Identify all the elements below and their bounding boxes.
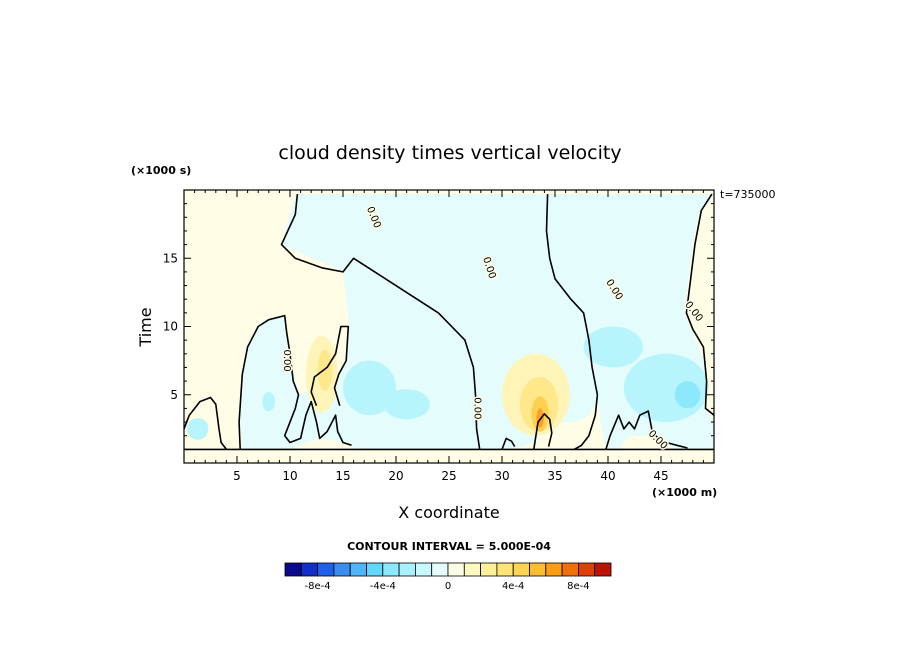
zero-contour-line: [533, 413, 553, 450]
chart-title: cloud density times vertical velocity: [278, 142, 621, 164]
colorbar-swatch: [578, 562, 596, 577]
colorbar-swatch: [398, 562, 416, 577]
colorbar-tick-label: -8e-4: [305, 581, 331, 592]
zero-contour-line: [545, 194, 599, 451]
positive-anomaly: [317, 349, 333, 391]
negative-anomaly: [343, 360, 396, 416]
colorbar-tick-label: 0: [445, 581, 451, 592]
colorbar-swatch: [414, 562, 433, 577]
y-axis-label: Time: [136, 307, 155, 347]
negative-anomaly: [674, 381, 701, 409]
colorbar-labels: -8e-4 -4e-4 0 4e-4 8e-4: [305, 581, 590, 592]
colorbar-swatch: [333, 562, 351, 577]
x-tick-label: 5: [233, 469, 241, 483]
x-tick-label: 15: [335, 469, 350, 483]
y-axis-units: (×1000 s): [131, 164, 191, 177]
colorbar-swatch: [463, 562, 481, 577]
timestamp-label: t=735000: [720, 188, 776, 201]
colorbar: [284, 562, 612, 577]
colorbar-swatch: [545, 562, 563, 577]
contour-label: 0.00: [281, 349, 292, 371]
colorbar-swatch: [431, 562, 449, 577]
x-tick-label: 25: [441, 469, 456, 483]
negative-anomaly: [187, 417, 209, 440]
contour-fill-layer: [184, 190, 714, 463]
y-tick-label: 10: [163, 320, 178, 334]
colorbar-swatch: [480, 562, 498, 577]
colorbar-swatch: [512, 562, 530, 577]
colorbar-swatch: [366, 562, 384, 577]
colorbar-swatch: [300, 562, 318, 577]
zero-contour-line: [280, 194, 481, 450]
zero-contour-line: [238, 314, 352, 450]
contour-interval-text: CONTOUR INTERVAL = 5.000E-04: [347, 540, 551, 553]
zero-contour-line: [184, 396, 228, 450]
zero-contour-layer: [184, 193, 714, 451]
negative-anomaly: [583, 326, 643, 368]
x-tick-label: 20: [388, 469, 403, 483]
colorbar-swatch: [317, 562, 335, 577]
colorbar-swatch: [594, 562, 612, 577]
colorbar-swatch: [349, 562, 367, 577]
x-tick-label: 10: [282, 469, 297, 483]
x-tick-label: 30: [494, 469, 509, 483]
zero-contour-line: [501, 437, 516, 450]
colorbar-swatch: [284, 562, 302, 577]
x-axis-units: (×1000 m): [652, 486, 717, 499]
colorbar-swatch: [529, 562, 547, 577]
colorbar-swatch: [496, 562, 514, 577]
x-axis-label: X coordinate: [398, 503, 499, 522]
colorbar-tick-label: 4e-4: [502, 581, 525, 592]
y-tick-label: 15: [163, 251, 178, 265]
contour-label: 0.00: [472, 397, 483, 419]
colorbar-tick-label: -4e-4: [370, 581, 396, 592]
zero-contour-line: [605, 410, 688, 450]
x-axis-ticks: 5 10 15 20 25 30 35 40 45: [194, 190, 704, 483]
colorbar-swatch: [447, 562, 465, 577]
colorbar-swatch: [561, 562, 579, 577]
zero-contour-line: [310, 325, 350, 406]
colorbar-swatch: [382, 562, 400, 577]
colorbar-tick-label: 8e-4: [567, 581, 590, 592]
x-tick-label: 35: [547, 469, 562, 483]
zero-contour-line: [685, 193, 714, 416]
negative-anomaly: [383, 389, 430, 420]
y-axis-ticks: 5 10 15: [163, 203, 714, 450]
x-tick-label: 40: [600, 469, 615, 483]
y-tick-label: 5: [170, 388, 178, 402]
x-tick-label: 45: [653, 469, 668, 483]
negative-anomaly: [262, 392, 276, 412]
